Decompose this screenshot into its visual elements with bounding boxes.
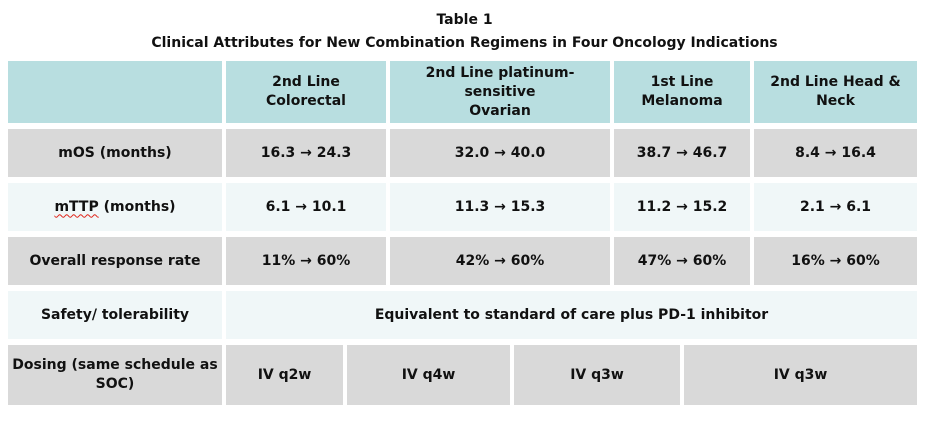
mttp-head-neck-value: 2.1 → 6.1 [754,183,917,231]
mttp-spellchecked-word: mTTP [54,198,99,215]
column-header-colorectal: 2nd Line Colorectal [226,61,386,123]
orr-melanoma-value: 47% → 60% [614,237,750,285]
orr-colorectal-value: 11% → 60% [226,237,386,285]
table-number-title: Table 1 [436,12,493,28]
row-label-mos: mOS (months) [8,129,222,177]
orr-head-neck-value: 16% → 60% [754,237,917,285]
column-header-head-neck: 2nd Line Head & Neck [754,61,917,123]
row-safety: Safety/ tolerability Equivalent to stand… [8,291,917,339]
document-title: Table 1 Clinical Attributes for New Comb… [0,0,929,52]
safety-merged-value: Equivalent to standard of care plus PD-1… [226,291,917,339]
clinical-attributes-table: 2nd Line Colorectal 2nd Line platinum-se… [8,61,917,405]
mos-colorectal-value: 16.3 → 24.3 [226,129,386,177]
row-label-orr: Overall response rate [8,237,222,285]
header-row: 2nd Line Colorectal 2nd Line platinum-se… [8,61,917,123]
dosing-q2w-value: IV q2w [226,345,343,405]
row-label-dosing: Dosing (same schedule as SOC) [8,345,222,405]
row-label-mttp: mTTP (months) [8,183,222,231]
mos-melanoma-value: 38.7 → 46.7 [614,129,750,177]
dosing-q4w-value: IV q4w [347,345,510,405]
mttp-colorectal-value: 6.1 → 10.1 [226,183,386,231]
mttp-ovarian-value: 11.3 → 15.3 [390,183,610,231]
mos-head-neck-value: 8.4 → 16.4 [754,129,917,177]
dosing-q3w-value-2: IV q3w [684,345,917,405]
column-header-ovarian: 2nd Line platinum-sensitive Ovarian [390,61,610,123]
row-mos: mOS (months) 16.3 → 24.3 32.0 → 40.0 38.… [8,129,917,177]
mos-ovarian-value: 32.0 → 40.0 [390,129,610,177]
header-corner-cell [8,61,222,123]
dosing-q3w-value-1: IV q3w [514,345,680,405]
orr-ovarian-value: 42% → 60% [390,237,610,285]
table-caption: Clinical Attributes for New Combination … [151,35,778,51]
row-mttp: mTTP (months) 6.1 → 10.1 11.3 → 15.3 11.… [8,183,917,231]
row-label-safety: Safety/ tolerability [8,291,222,339]
mttp-melanoma-value: 11.2 → 15.2 [614,183,750,231]
column-header-melanoma: 1st Line Melanoma [614,61,750,123]
row-orr: Overall response rate 11% → 60% 42% → 60… [8,237,917,285]
row-dosing: Dosing (same schedule as SOC) IV q2w IV … [8,345,917,405]
mttp-label-rest: (months) [98,198,176,215]
